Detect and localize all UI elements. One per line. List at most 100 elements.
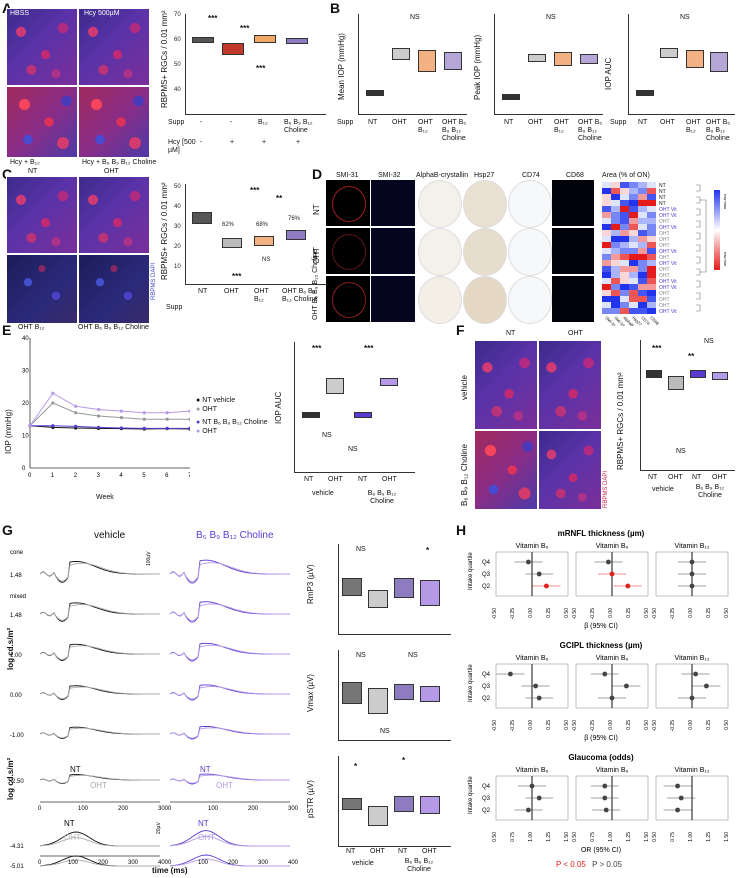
dendrogram-branch bbox=[696, 220, 701, 228]
c-label: OHT bbox=[104, 168, 119, 175]
forest-quartile: Q3 bbox=[482, 796, 491, 802]
forest-quartile: Q2 bbox=[482, 808, 491, 814]
b-group: OHT B₆ B₉ B₁₂ Choline bbox=[706, 119, 731, 142]
f-col: OHT bbox=[568, 330, 583, 337]
forest-xtick: -0.50 bbox=[572, 608, 578, 620]
d-tile bbox=[552, 180, 594, 226]
panel-label-d: D bbox=[312, 166, 323, 182]
heatmap-row-label: OHT Vit bbox=[659, 213, 677, 219]
b-group: NT bbox=[504, 119, 514, 126]
erg-xtick: 100 bbox=[208, 806, 219, 812]
c-box bbox=[254, 236, 274, 246]
erg-trace bbox=[169, 727, 290, 739]
forest-point bbox=[526, 559, 531, 565]
c-supp: Supp bbox=[166, 304, 183, 311]
forest-xtick: 0.00 bbox=[608, 608, 614, 618]
e-series-point bbox=[96, 414, 101, 418]
g-axes-rmp3 bbox=[338, 544, 451, 635]
a-supp: - bbox=[200, 119, 203, 126]
heatmap-scale-min: row min bbox=[723, 252, 728, 266]
d-tile bbox=[463, 228, 507, 276]
heatmap-cell bbox=[620, 308, 629, 314]
str-xtick: 200 bbox=[98, 860, 109, 866]
heatmap-row-label: OHT bbox=[659, 273, 670, 279]
c-ytick: 20 bbox=[174, 244, 181, 250]
heatmap-col-label: AlphaB bbox=[622, 315, 635, 326]
panel-label-c: C bbox=[2, 166, 13, 182]
heatmap-cell bbox=[647, 296, 656, 302]
heatmap-cell bbox=[629, 290, 638, 296]
heatmap-cell bbox=[647, 272, 656, 278]
e-xtick: 5 bbox=[142, 473, 146, 479]
heatmap-cell bbox=[647, 188, 656, 194]
heatmap-cell bbox=[629, 308, 638, 314]
e-series-point bbox=[188, 409, 190, 413]
heatmap-cell bbox=[602, 188, 611, 194]
heatmap-cell bbox=[611, 242, 620, 248]
g-box bbox=[394, 796, 414, 812]
forest-xtick: -0.50 bbox=[652, 720, 658, 732]
g-box bbox=[368, 806, 388, 826]
g-sig: NS bbox=[380, 728, 390, 735]
heatmap-cell bbox=[602, 194, 611, 200]
forest-xlabel: OR (95% CI) bbox=[581, 847, 621, 854]
str-nt-label: NT bbox=[64, 819, 75, 828]
heatmap-cell bbox=[620, 188, 629, 194]
forest-xtick: 1.50 bbox=[564, 832, 570, 842]
forest-xtick: -0.50 bbox=[572, 720, 578, 732]
erg-stim-label: 1.48 bbox=[10, 613, 22, 619]
heatmap-row-label: OHT Vit bbox=[659, 249, 677, 255]
erg-trace bbox=[39, 774, 160, 784]
g-sig: NS bbox=[356, 546, 366, 553]
heatmap-cell bbox=[620, 206, 629, 212]
b-group: NT bbox=[368, 119, 378, 126]
forest-xtick: 0.00 bbox=[608, 720, 614, 730]
erg-trace bbox=[169, 601, 290, 623]
b-group: NT bbox=[638, 119, 648, 126]
forest-quartile: Q2 bbox=[482, 696, 491, 702]
e-auc-group: NT bbox=[304, 476, 314, 483]
forest-quartile: Q2 bbox=[482, 584, 491, 590]
e-series-point bbox=[165, 417, 169, 421]
heatmap-cell bbox=[638, 236, 647, 242]
panel-label-g: G bbox=[2, 522, 13, 538]
heatmap-cell bbox=[620, 218, 629, 224]
heatmap-cell bbox=[611, 308, 620, 314]
e-ytick: 10 bbox=[22, 434, 29, 440]
heatmap-row-label: NT bbox=[659, 183, 666, 189]
micrograph-f-vehicle-nt bbox=[474, 340, 538, 430]
g-sig: * bbox=[354, 762, 358, 771]
forest-xtick: 0.50 bbox=[564, 608, 570, 618]
g-box bbox=[368, 688, 388, 714]
e-auc-grouplabel: B₆ B₉ B₁₂ Choline bbox=[367, 490, 397, 505]
e-auc-group: OHT bbox=[382, 476, 397, 483]
heatmap-cell bbox=[638, 308, 647, 314]
e-legend: ● NT vehicle ● OHT ● NT B₆ B₉ B₁₂ Cholin… bbox=[196, 397, 268, 435]
heatmap-col-label: CD68 bbox=[649, 315, 660, 326]
d-tile bbox=[463, 276, 507, 324]
erg-trace bbox=[169, 686, 290, 700]
b-supp: Supp bbox=[610, 119, 627, 126]
f-group: OHT bbox=[668, 474, 683, 481]
heatmap-cell bbox=[647, 230, 656, 236]
forest-xtick: 0.75 bbox=[510, 832, 516, 842]
forest-xtick: -0.50 bbox=[652, 608, 658, 620]
heatmap-cell bbox=[602, 278, 611, 284]
g-ylabel-rmp3: RmP3 (µV) bbox=[306, 564, 315, 604]
heatmap-cell bbox=[647, 308, 656, 314]
heatmap-cell bbox=[611, 230, 620, 236]
a-supp: B₁₂ bbox=[258, 119, 268, 126]
erg-trace bbox=[169, 562, 290, 583]
e-auc-box bbox=[326, 378, 344, 394]
e-auc-axes bbox=[294, 342, 415, 473]
heatmap-row-label: OHT Vit bbox=[659, 279, 677, 285]
heatmap-row-label: OHT Vit bbox=[659, 309, 677, 315]
heatmap-cell bbox=[638, 224, 647, 230]
micrograph-f-bcomplex-nt bbox=[474, 430, 538, 510]
d-tile bbox=[418, 180, 462, 228]
f-row: B₆ B₉ B₁₂ Choline bbox=[460, 443, 469, 506]
e-xtick: 4 bbox=[119, 473, 123, 479]
erg-scale: 100µV bbox=[146, 551, 152, 566]
micrograph-hcy-b-complex bbox=[78, 86, 150, 158]
